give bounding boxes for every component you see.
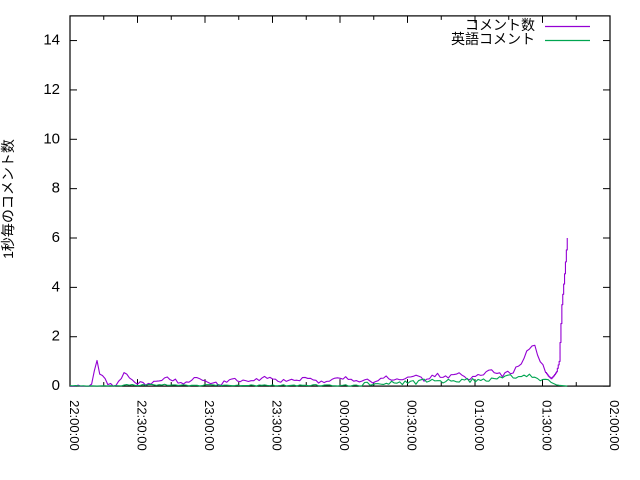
svg-text:12: 12	[43, 81, 60, 98]
svg-text:00:00:00: 00:00:00	[337, 400, 352, 451]
svg-text:10: 10	[43, 130, 60, 147]
svg-text:01:30:00: 01:30:00	[540, 400, 555, 451]
svg-text:2: 2	[52, 328, 60, 345]
svg-text:01:00:00: 01:00:00	[472, 400, 487, 451]
svg-text:1秒毎のコメント数: 1秒毎のコメント数	[0, 139, 16, 259]
svg-text:22:00:00: 22:00:00	[67, 400, 82, 451]
svg-text:6: 6	[52, 229, 60, 246]
svg-text:14: 14	[43, 32, 60, 49]
svg-text:4: 4	[52, 278, 60, 295]
svg-text:23:30:00: 23:30:00	[270, 400, 285, 451]
svg-text:22:30:00: 22:30:00	[135, 400, 150, 451]
svg-text:23:00:00: 23:00:00	[202, 400, 217, 451]
svg-text:02:00:00: 02:00:00	[607, 400, 622, 451]
svg-text:00:30:00: 00:30:00	[405, 400, 420, 451]
svg-text:8: 8	[52, 180, 60, 197]
svg-text:0: 0	[52, 377, 60, 394]
svg-text:英語コメント: 英語コメント	[451, 31, 535, 47]
